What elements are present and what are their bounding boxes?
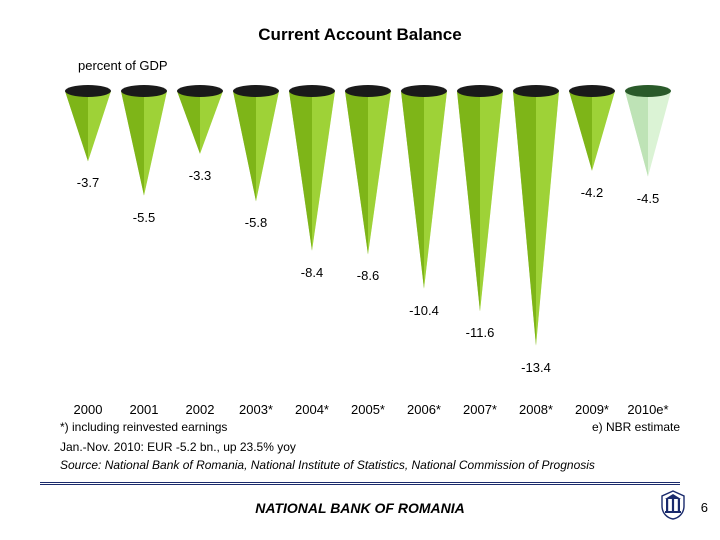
value-label: -8.4 — [282, 265, 342, 280]
cone-shape — [289, 85, 335, 257]
x-axis-label: 2010e* — [620, 402, 676, 417]
data-cone — [121, 85, 167, 202]
value-label: -10.4 — [394, 303, 454, 318]
x-axis-label: 2005* — [340, 402, 396, 417]
data-cone — [457, 85, 503, 317]
cone-shape — [345, 85, 391, 260]
value-label: -13.4 — [506, 360, 566, 375]
data-cone — [233, 85, 279, 207]
cone-shape — [177, 85, 223, 160]
cone-shape — [625, 85, 671, 183]
chart-title: Current Account Balance — [0, 25, 720, 45]
cone-shape — [513, 85, 559, 352]
value-label: -5.5 — [114, 210, 174, 225]
x-axis-label: 2008* — [508, 402, 564, 417]
page-number: 6 — [701, 500, 708, 515]
footer-divider — [40, 482, 680, 485]
x-axis-label: 2001 — [116, 402, 172, 417]
x-axis-label: 2003* — [228, 402, 284, 417]
x-axis-label: 2004* — [284, 402, 340, 417]
x-axis-label: 2009* — [564, 402, 620, 417]
data-cone — [345, 85, 391, 260]
y-axis-label: percent of GDP — [78, 58, 168, 73]
data-cone — [513, 85, 559, 352]
cone-shape — [401, 85, 447, 295]
source-line: Source: National Bank of Romania, Nation… — [60, 458, 595, 472]
x-axis-label: 2006* — [396, 402, 452, 417]
cone-shape — [65, 85, 111, 167]
x-axis-label: 2002 — [172, 402, 228, 417]
value-label: -8.6 — [338, 268, 398, 283]
data-cone — [289, 85, 335, 257]
x-axis-label: 2000 — [60, 402, 116, 417]
value-label: -5.8 — [226, 215, 286, 230]
value-label: -3.3 — [170, 168, 230, 183]
cone-shape — [457, 85, 503, 317]
data-cone — [625, 85, 671, 183]
footer-title: NATIONAL BANK OF ROMANIA — [0, 500, 720, 516]
data-cone — [569, 85, 615, 177]
footnote-right: e) NBR estimate — [592, 420, 680, 434]
cone-shape — [569, 85, 615, 177]
value-label: -11.6 — [450, 325, 510, 340]
nbr-logo-icon — [660, 490, 686, 520]
cone-shape — [233, 85, 279, 207]
value-label: -4.2 — [562, 185, 622, 200]
value-label: -4.5 — [618, 191, 678, 206]
data-cone — [401, 85, 447, 295]
footnote-left: *) including reinvested earnings — [60, 420, 227, 434]
value-label: -3.7 — [58, 175, 118, 190]
data-cone — [177, 85, 223, 160]
x-axis-label: 2007* — [452, 402, 508, 417]
data-cone — [65, 85, 111, 167]
footnote-line2: Jan.-Nov. 2010: EUR -5.2 bn., up 23.5% y… — [60, 440, 296, 454]
cone-shape — [121, 85, 167, 202]
